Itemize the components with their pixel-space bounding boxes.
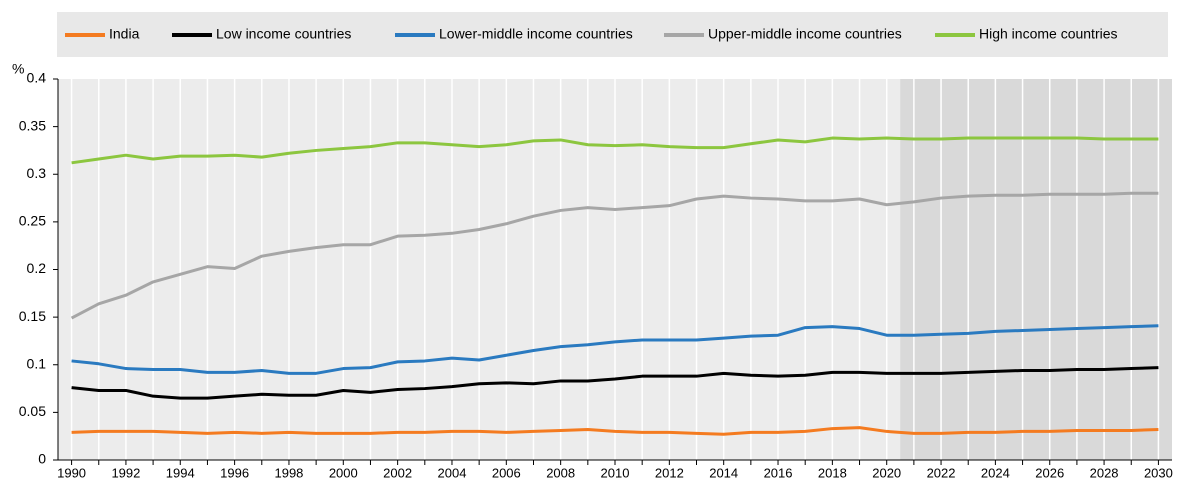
legend-label: Lower-middle income countries [439,26,633,42]
x-tick-label: 1994 [166,465,195,480]
x-tick-label: 2002 [383,465,412,480]
x-tick-label: 1996 [220,465,249,480]
x-tick-label: 2014 [709,465,738,480]
y-tick-label: 0.15 [19,308,46,324]
series-line [71,324,1159,375]
legend-label: Low income countries [216,26,351,42]
series-line [71,136,1159,165]
x-tick-label: 1992 [111,465,140,480]
y-tick-label: 0.2 [27,260,47,276]
x-tick-label: 2016 [764,465,793,480]
projection-shade [900,79,1172,460]
x-tick-label: 2028 [1090,465,1119,480]
y-tick-label: 0.05 [19,403,46,419]
y-tick-label: 0.4 [27,70,47,86]
x-tick-label: 2008 [546,465,575,480]
x-tick-label: 2020 [872,465,901,480]
x-tick-label: 2012 [655,465,684,480]
legend-label: India [109,26,140,42]
y-tick-label: 0 [38,451,46,467]
legend-box [57,12,1168,57]
series-line [70,191,1159,320]
x-tick-label: 2026 [1035,465,1064,480]
x-tick-label: 2000 [329,465,358,480]
legend-label: High income countries [979,26,1118,42]
y-unit: % [12,61,24,77]
series-line [71,366,1159,400]
y-tick-label: 0.1 [27,355,47,371]
y-tick-label: 0.25 [19,213,46,229]
x-tick-label: 2006 [492,465,521,480]
x-tick-label: 2022 [927,465,956,480]
x-tick-label: 2004 [438,465,467,480]
x-tick-label: 2010 [601,465,630,480]
series-line [71,426,1159,436]
x-tick-label: 2030 [1144,465,1173,480]
y-tick-label: 0.3 [27,165,47,181]
x-tick-label: 2024 [981,465,1010,480]
x-tick-label: 1998 [274,465,303,480]
y-tick-label: 0.35 [19,117,46,133]
x-tick-label: 2018 [818,465,847,480]
x-tick-label: 1990 [57,465,86,480]
legend-label: Upper-middle income countries [708,26,902,42]
